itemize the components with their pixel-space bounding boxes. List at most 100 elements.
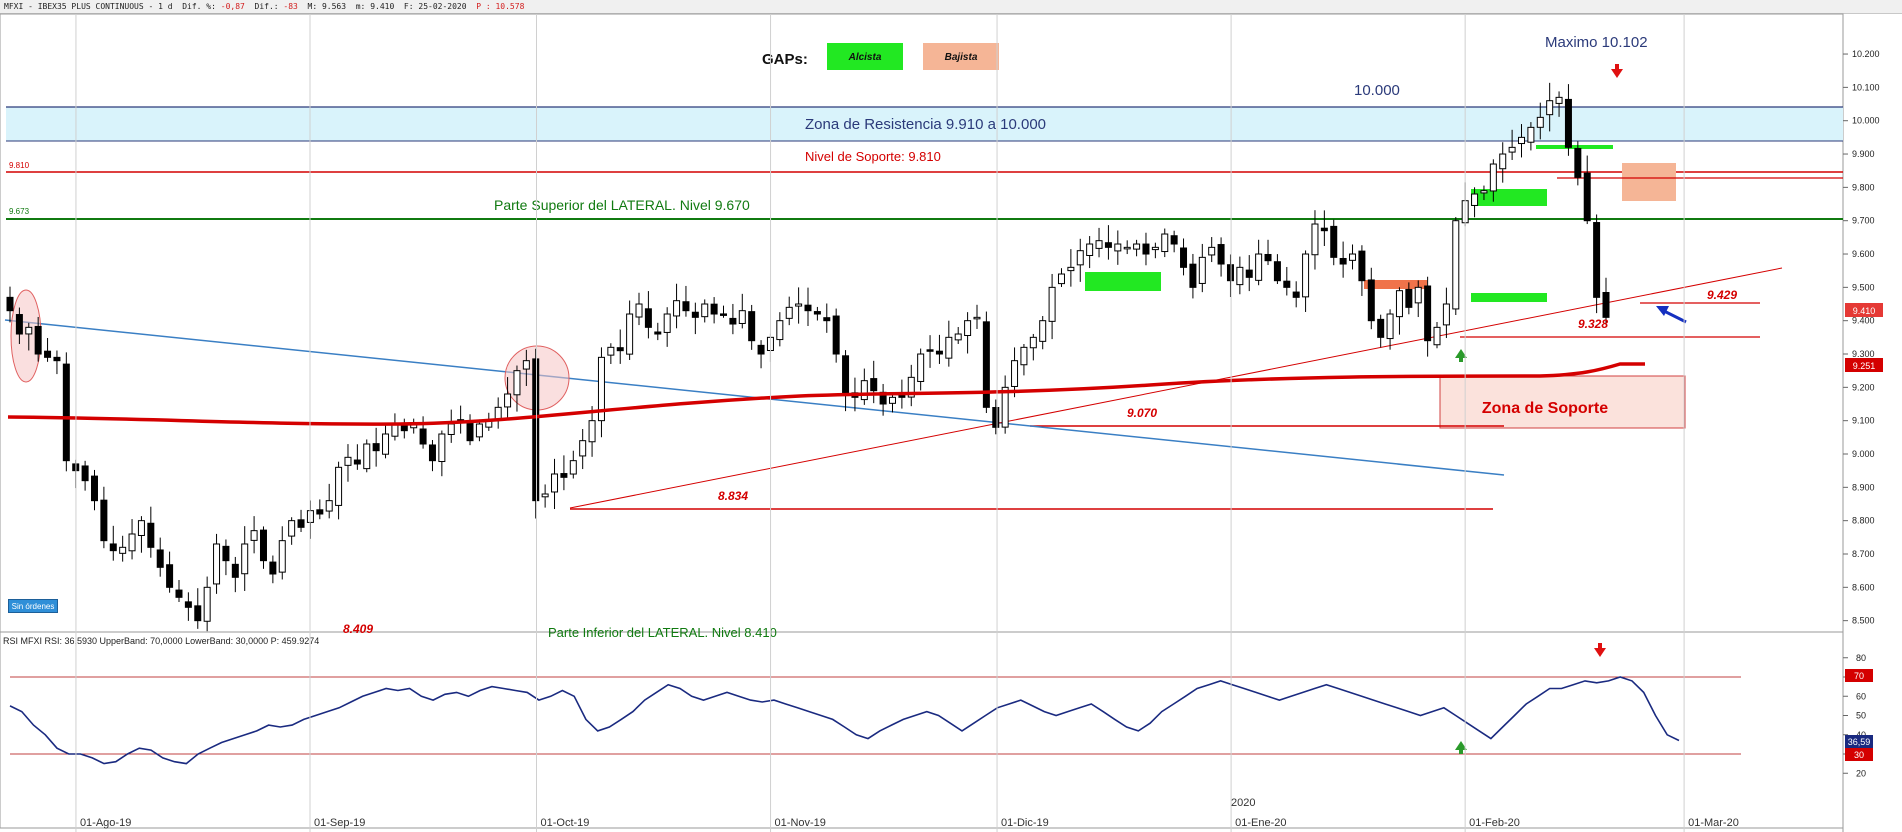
candle-body — [44, 350, 52, 358]
candle-body — [137, 520, 145, 536]
candle-body — [1067, 266, 1075, 272]
price-axis-label: 9.900 — [1852, 149, 1875, 159]
candle-body — [475, 423, 483, 438]
candle-body — [419, 428, 427, 445]
rsi-current-tag — [1845, 735, 1873, 748]
resistance-zone-label: Zona de Resistencia 9.910 a 10.000 — [805, 116, 1046, 133]
candle-body — [231, 563, 239, 578]
candle-body — [541, 493, 549, 498]
candle-body — [832, 315, 840, 355]
sin-ordenes-button[interactable]: Sin órdenes — [8, 599, 58, 613]
candle-body — [34, 325, 42, 355]
candle-body — [926, 349, 934, 352]
candle-body — [964, 320, 972, 336]
header-date-value: 25-02-2020 — [418, 2, 467, 11]
price-axis-label: 9.200 — [1852, 382, 1875, 392]
candle-body — [1358, 250, 1366, 282]
candle-body — [757, 344, 765, 355]
candle-body — [738, 310, 746, 324]
date-axis: 01-Ago-19 01-Sep-19 01-Oct-19 01-Nov-19 01-D… — [75, 14, 1739, 832]
candle-body — [795, 303, 803, 307]
date-axis-label: 01-Oct-19 — [541, 817, 590, 829]
candle-body — [1104, 242, 1112, 248]
candle-body — [109, 543, 117, 552]
candle-body — [729, 317, 737, 325]
candle-body — [1114, 243, 1122, 252]
rsi-title: RSI MFXI RSI: 36,5930 UpperBand: 70,0000… — [3, 636, 319, 646]
candle-body — [1330, 225, 1338, 258]
price-axis-label: 9.500 — [1852, 282, 1875, 292]
candle-body — [1123, 246, 1131, 250]
maximo-label: Maximo 10.102 — [1545, 34, 1648, 51]
candle-body — [935, 350, 943, 355]
candle-body — [616, 347, 624, 352]
level-8409-label: 8.409 — [343, 622, 373, 636]
rsi-current-tag-text: 36,59 — [1848, 737, 1871, 747]
uptrend-line — [569, 267, 1783, 509]
candle-body — [513, 370, 521, 396]
price-axis-label: 8.900 — [1852, 482, 1875, 492]
candle-body — [128, 533, 136, 552]
candle-body — [1029, 336, 1037, 349]
candle-body — [428, 444, 436, 462]
lateral-bottom-label: Parte Inferior del LATERAL. Nivel 8.410 — [548, 625, 777, 640]
header-symbol: MFXI - IBEX35 PLUS CONTINUOUS - 1 d — [4, 2, 173, 11]
candle-body — [626, 313, 634, 355]
price-axis-label: 9.400 — [1852, 316, 1875, 326]
candle-body — [1527, 126, 1535, 143]
date-axis-label: 01-Ene-20 — [1235, 817, 1286, 829]
candle-body — [1095, 240, 1103, 249]
candle-body — [194, 605, 202, 622]
price-axis-label: 9.000 — [1852, 449, 1875, 459]
price-axis: 8.500 8.600 8.700 8.800 8.900 9.000 9.100 9.200… — [1843, 49, 1880, 626]
rsi-down-arrow-icon — [1594, 648, 1606, 657]
rsi-axis-label: 80 — [1856, 653, 1866, 663]
support-zone-label: Zona de Soporte — [1482, 400, 1608, 417]
blue-pointer-arrow-icon — [1656, 306, 1687, 324]
bear-gap-2 — [1622, 163, 1676, 201]
date-axis-label: 01-Ago-19 — [80, 817, 131, 829]
header-dif-pct-label: Dif. %: — [182, 2, 216, 11]
candle-body — [954, 333, 962, 341]
candle-body — [62, 363, 70, 462]
gaps-legend-bear-swatch — [923, 43, 999, 70]
candle-body — [203, 586, 211, 622]
candle-body — [1395, 290, 1403, 318]
price-axis-label: 9.600 — [1852, 249, 1875, 259]
header-date-label: F: — [403, 2, 414, 11]
support-zone-box — [1439, 375, 1686, 429]
candle-body — [1020, 346, 1028, 366]
low-up-arrow-shaft — [1459, 357, 1463, 362]
candle-body — [1245, 269, 1253, 278]
support-level-label: Nivel de Soporte: 9.810 — [805, 149, 941, 164]
candle-body — [804, 304, 812, 312]
candle-body — [1011, 360, 1019, 387]
candle-body — [1349, 253, 1357, 261]
candle-body — [1471, 193, 1479, 206]
last-price-tag — [1845, 303, 1883, 317]
candle-body — [213, 543, 221, 585]
candle-body — [259, 529, 267, 562]
rsi-upper-tag-text: 70 — [1854, 671, 1864, 681]
price-axis-label: 8.600 — [1852, 582, 1875, 592]
header-high-label: M: — [307, 2, 318, 11]
candle-body — [644, 308, 652, 328]
candle-body — [156, 549, 164, 568]
candle-body — [579, 440, 587, 457]
candle-body — [888, 396, 896, 404]
candle-body — [53, 356, 61, 362]
candle-body — [1536, 116, 1544, 128]
candle-body — [1292, 291, 1300, 298]
gaps-legend-bear-label: Bajista — [945, 52, 978, 63]
candle-body — [278, 540, 286, 573]
candle-body — [1508, 146, 1516, 153]
candle-body — [663, 313, 671, 333]
candle-body — [15, 314, 23, 335]
candle-body — [673, 300, 681, 317]
candle-body — [1189, 263, 1197, 288]
candle-body — [1133, 243, 1141, 250]
date-axis-label: 01-Mar-20 — [1688, 817, 1739, 829]
candle-body — [785, 306, 793, 319]
candle-body — [447, 423, 455, 435]
